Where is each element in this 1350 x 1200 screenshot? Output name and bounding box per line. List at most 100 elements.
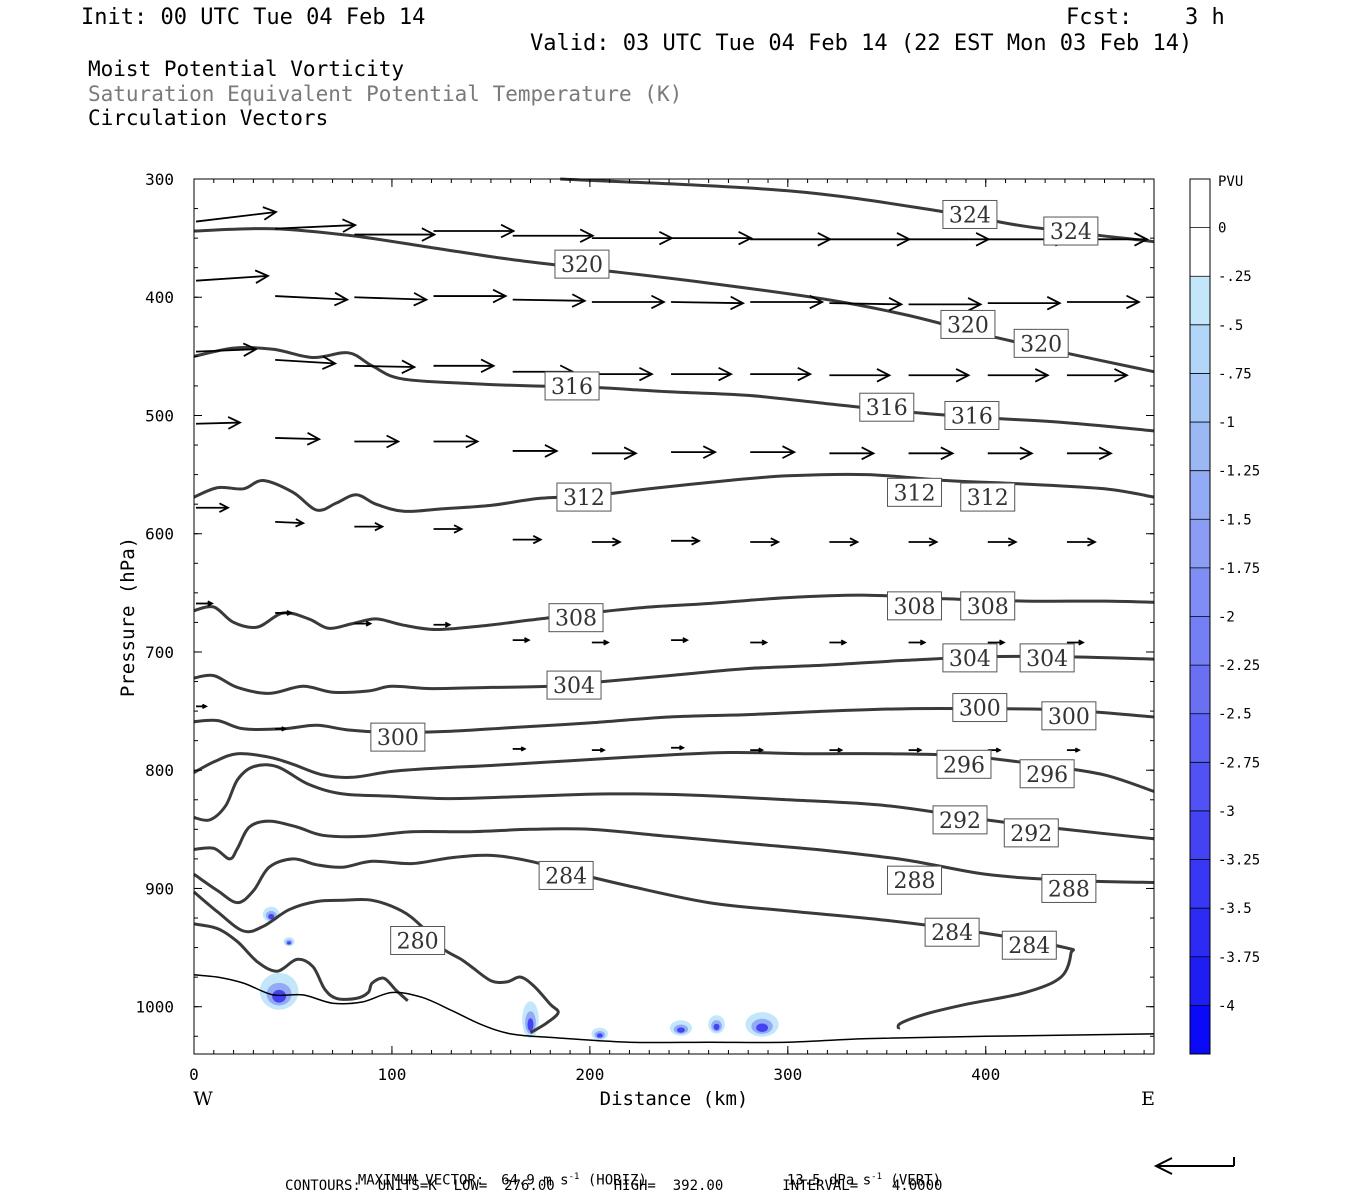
vector-62 bbox=[354, 620, 373, 627]
colorbar-swatch-7 bbox=[1190, 519, 1210, 569]
colorbar-label: -1.75 bbox=[1218, 561, 1260, 577]
contour-label-text: 316 bbox=[551, 375, 593, 400]
contour-label-22: 292 bbox=[932, 805, 988, 835]
vector-1 bbox=[275, 218, 358, 233]
colorbar: 0 -.25 -.5 -.75 -1 -1.25 -1.5 -1.75 -2 -2.25 -2.5 -… bbox=[1189, 178, 1260, 1055]
contour-label-text: 304 bbox=[1026, 647, 1068, 672]
contour-label-text: 288 bbox=[893, 869, 935, 894]
contour-label-text: 300 bbox=[377, 726, 419, 751]
vector-4 bbox=[512, 228, 595, 243]
colorbar-swatch-10 bbox=[1190, 665, 1210, 715]
vector-56 bbox=[829, 537, 860, 547]
x-tick-label-300: 300 bbox=[773, 1065, 802, 1084]
contour-label-16: 304 bbox=[1019, 643, 1075, 673]
vector-72 bbox=[196, 703, 208, 709]
forecast-value: 3 h bbox=[1185, 5, 1225, 30]
vector-30 bbox=[671, 366, 734, 382]
vector-21 bbox=[908, 297, 983, 312]
colorbar-label: -1.25 bbox=[1218, 464, 1260, 480]
vector-65 bbox=[591, 639, 610, 646]
vector-5 bbox=[591, 230, 674, 246]
max-vector-horiz-exponent: -1 bbox=[568, 1172, 580, 1182]
vector-58 bbox=[987, 537, 1018, 547]
contour-label-4: 320 bbox=[1013, 328, 1069, 358]
vector-31 bbox=[750, 366, 813, 382]
contour-316 bbox=[193, 346, 1155, 433]
contour-label-text: 292 bbox=[1010, 822, 1052, 847]
contour-label-17: 300 bbox=[370, 722, 426, 752]
mpv-shade-core-0 bbox=[272, 989, 287, 1003]
vector-70 bbox=[987, 639, 1006, 646]
vector-77 bbox=[750, 747, 765, 753]
y-tick-label-300: 300 bbox=[145, 170, 174, 189]
contour-label-9: 312 bbox=[886, 477, 942, 507]
contour-label-text: 308 bbox=[967, 595, 1009, 620]
forecast-label: Fcst: bbox=[1066, 5, 1133, 30]
colorbar-swatch-0 bbox=[1190, 179, 1210, 229]
colorbar-swatch-14 bbox=[1190, 859, 1210, 909]
contour-320 bbox=[193, 227, 1155, 374]
vector-44 bbox=[829, 446, 876, 461]
contour-label-2: 320 bbox=[554, 249, 610, 279]
contour-label-19: 300 bbox=[1041, 701, 1097, 731]
vector-6 bbox=[671, 230, 754, 246]
contour-label-7: 316 bbox=[944, 400, 1000, 430]
vector-73 bbox=[275, 726, 288, 732]
contour-label-text: 312 bbox=[967, 486, 1009, 511]
x-tick-label-200: 200 bbox=[575, 1065, 604, 1084]
colorbar-swatch-8 bbox=[1190, 567, 1210, 617]
contour-label-text: 308 bbox=[893, 595, 935, 620]
vector-9 bbox=[908, 232, 991, 247]
vector-14 bbox=[354, 292, 429, 307]
vector-49 bbox=[275, 518, 306, 528]
colorbar-label: 0 bbox=[1218, 221, 1226, 237]
contour-label-text: 304 bbox=[949, 647, 991, 672]
contour-label-26: 288 bbox=[1041, 873, 1097, 903]
vector-38 bbox=[354, 434, 401, 449]
contour-label-18: 300 bbox=[952, 693, 1008, 723]
vector-43 bbox=[750, 445, 797, 459]
contour-label-text: 316 bbox=[951, 404, 993, 429]
colorbar-label: -2.25 bbox=[1218, 658, 1260, 674]
colorbar-label: -4 bbox=[1218, 998, 1235, 1014]
colorbar-swatch-15 bbox=[1190, 908, 1210, 958]
y-tick-label-600: 600 bbox=[145, 525, 174, 544]
mpv-shade-core-4 bbox=[596, 1033, 603, 1038]
vector-41 bbox=[591, 446, 638, 461]
contour-label-text: 300 bbox=[959, 697, 1001, 722]
plot-frame bbox=[193, 178, 1155, 1055]
vector-50 bbox=[354, 522, 385, 532]
contour-label-10: 312 bbox=[960, 482, 1016, 512]
vector-46 bbox=[987, 446, 1034, 461]
contour-292 bbox=[193, 763, 1155, 841]
contour-label-13: 308 bbox=[960, 591, 1016, 621]
field-title-mpv: Moist Potential Vorticity bbox=[88, 57, 405, 81]
vector-32 bbox=[829, 368, 892, 383]
colorbar-label: -3.25 bbox=[1218, 853, 1260, 869]
vector-39 bbox=[433, 434, 480, 449]
vector-23 bbox=[1066, 294, 1141, 310]
colorbar-label: -2.5 bbox=[1218, 707, 1252, 723]
contour-info: CONTOURS: UNITS=K LOW= 276.00 HIGH= 392.… bbox=[285, 1178, 943, 1194]
contour-label-text: 316 bbox=[866, 396, 908, 421]
contour-label-24: 284 bbox=[538, 860, 594, 890]
colorbar-swatch-11 bbox=[1190, 713, 1210, 763]
contour-label-14: 304 bbox=[546, 670, 602, 700]
colorbar-label: -.75 bbox=[1218, 366, 1252, 382]
vector-2 bbox=[354, 227, 437, 242]
max-vector-info: MAXIMUM VECTOR: 64.9 m s-1 (HORIZ) bbox=[341, 1159, 647, 1188]
colorbar-swatch-4 bbox=[1190, 373, 1210, 423]
y-tick-label-400: 400 bbox=[145, 288, 174, 307]
vector-71 bbox=[1066, 639, 1085, 646]
mpv-shade-core-1 bbox=[268, 913, 275, 920]
vector-16 bbox=[512, 293, 587, 308]
contour-label-text: 300 bbox=[1048, 705, 1090, 730]
vector-15 bbox=[433, 288, 508, 304]
mpv-shade-core-6 bbox=[713, 1023, 720, 1031]
colorbar-label: -.5 bbox=[1218, 318, 1243, 334]
mpv-shade-core-2 bbox=[287, 941, 291, 945]
contour-label-8: 312 bbox=[556, 482, 612, 512]
vector-51 bbox=[433, 524, 464, 534]
contour-label-5: 316 bbox=[544, 371, 600, 401]
terrain-line-layer bbox=[193, 974, 1155, 1044]
